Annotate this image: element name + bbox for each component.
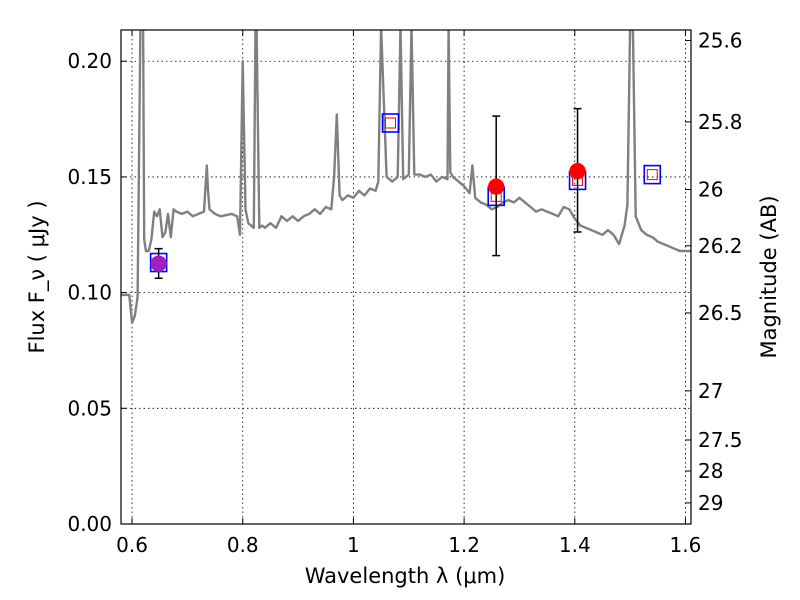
y2-tick-label: 26: [698, 178, 723, 202]
y2-tick-label: 29: [698, 491, 723, 515]
observed-fluxes: [150, 107, 586, 280]
plot-frame: [120, 29, 692, 525]
x-tick-label: 1.2: [448, 533, 480, 557]
y-tick-label: 0.20: [67, 49, 112, 73]
y2-tick-label: 25.6: [698, 29, 743, 53]
observed-point: [487, 178, 505, 195]
observed-point: [569, 162, 586, 180]
y-tick-label: 0.15: [67, 165, 112, 189]
model-spectrum: [121, 30, 691, 324]
y2-tick-label: 26.5: [698, 301, 743, 325]
y2-tick-label: 26.2: [698, 234, 743, 258]
x-tick-label: 0.8: [227, 533, 259, 557]
x-tick-label: 1.6: [670, 533, 702, 557]
model-band-inner: [385, 117, 397, 129]
model-spectrum-line: [121, 30, 691, 324]
y2-tick-label: 28: [698, 459, 723, 483]
x-tick-label: 0.6: [116, 533, 148, 557]
y2-axis-label: Magnitude (AB): [757, 195, 781, 358]
y-axis-label: Flux F_ν ( μJy ): [25, 200, 50, 353]
y2-tick-label: 27.5: [698, 428, 743, 452]
y-tick-label: 0.00: [67, 512, 112, 536]
y-tick-label: 0.05: [67, 396, 112, 420]
y2-tick-label: 25.8: [698, 110, 743, 134]
model-band-box: [381, 113, 400, 133]
x-tick-label: 1: [347, 533, 360, 557]
model-band-inner: [646, 169, 658, 181]
grid: [121, 30, 691, 525]
ticks: 0.6 0.8 1 1.2 1.4 1.6 0.00 0.05 0.10 0.15 0.20 25.6…: [67, 29, 742, 557]
observed-point: [150, 255, 167, 272]
x-axis-label: Wavelength λ (μm): [305, 564, 506, 588]
y-tick-label: 0.10: [67, 281, 112, 305]
y2-tick-label: 27: [698, 379, 723, 403]
x-tick-label: 1.4: [559, 533, 591, 557]
model-band-box: [643, 164, 662, 185]
model-band-fluxes: [149, 113, 662, 273]
